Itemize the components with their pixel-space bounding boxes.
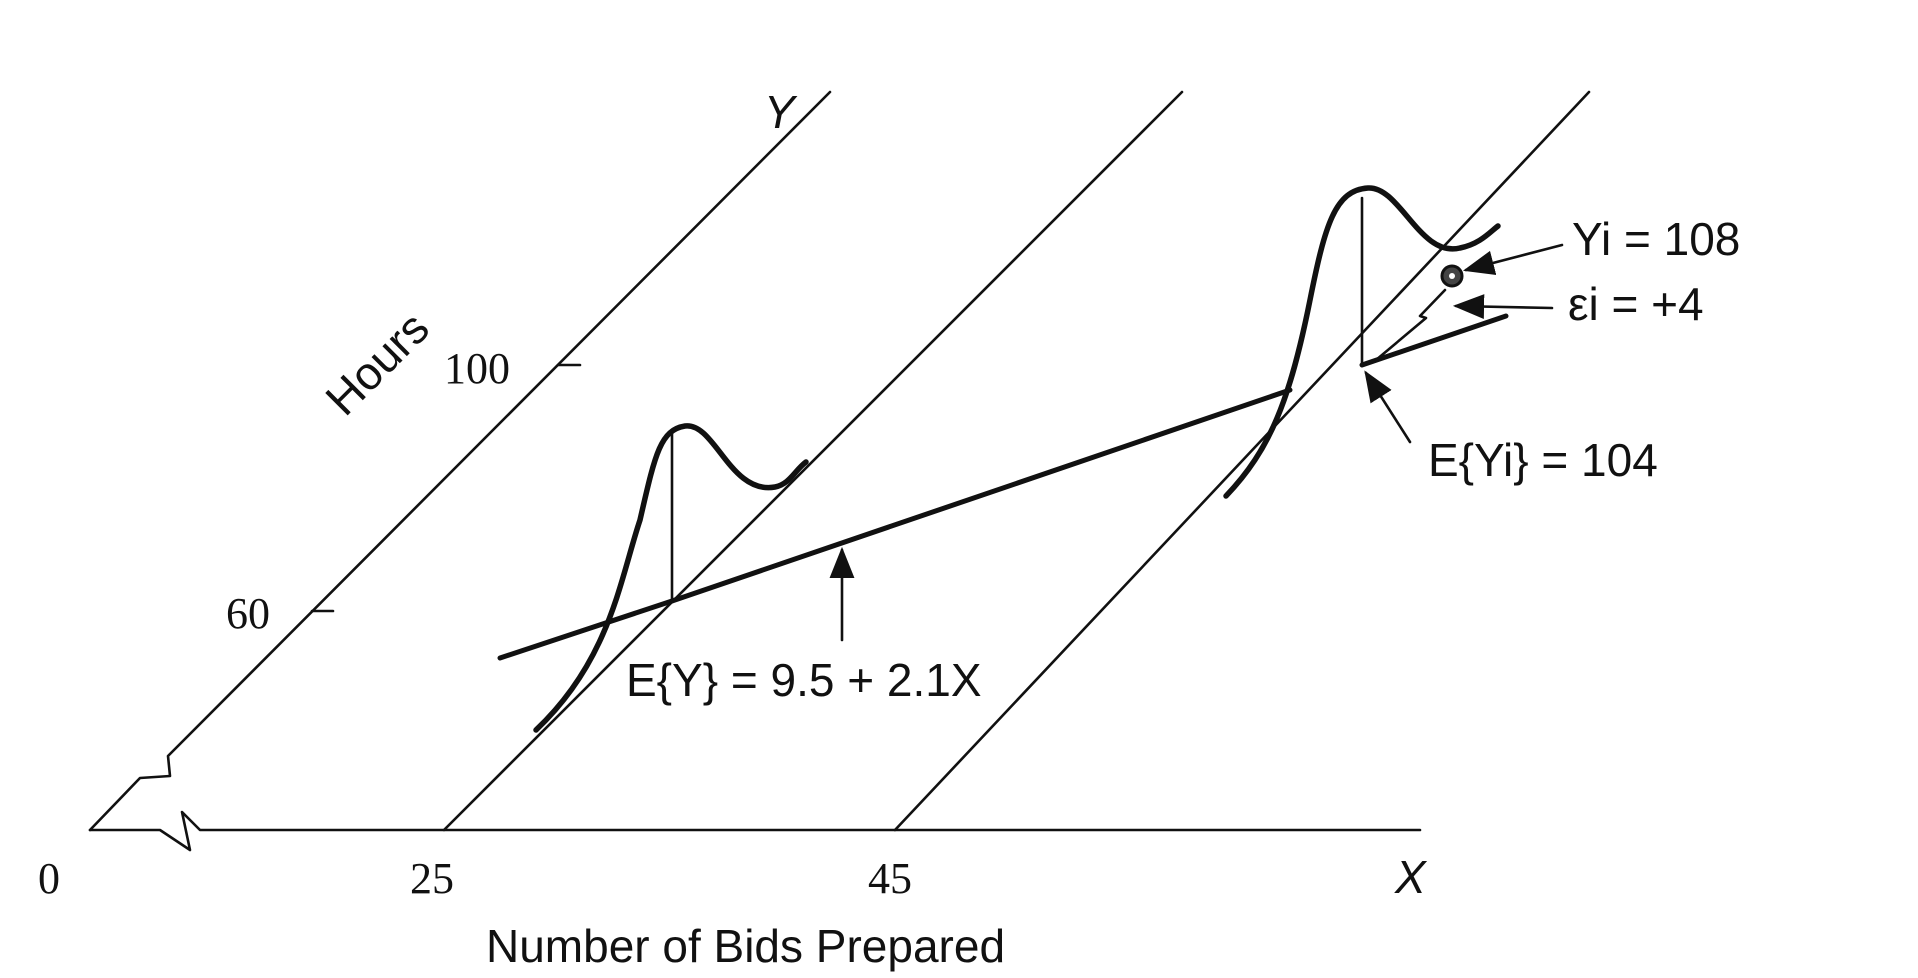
arrow-to-expected-value [1364, 370, 1412, 444]
regression-line-end [1359, 313, 1509, 368]
distribution-curve-x45 [1223, 185, 1501, 499]
regression-line-middle [669, 387, 1293, 604]
y-tick-label-100: 100 [444, 344, 510, 393]
x-axis-title: Number of Bids Prepared [486, 920, 1005, 972]
expected-value-label: E{Yi} = 104 [1428, 434, 1658, 486]
observed-value-label: Yi = 108 [1572, 213, 1740, 265]
distribution-curve-x25 [533, 423, 809, 733]
x-tick-label-45: 45 [868, 854, 912, 903]
arrow-to-observation [1462, 243, 1564, 276]
origin-label: 0 [38, 854, 60, 903]
regression-line [497, 598, 675, 661]
regression-equation-label: E{Y} = 9.5 + 2.1X [626, 654, 982, 706]
x-axis-line [88, 810, 1422, 852]
y-axis-line [88, 90, 832, 832]
arrow-to-error [1452, 294, 1554, 320]
observation-point-center [1449, 273, 1455, 279]
y-axis-title: Hours [315, 302, 439, 426]
y-axis-letter: Y [764, 86, 798, 138]
y-tick-label-60: 60 [226, 589, 270, 638]
x-axis-letter: X [1394, 851, 1428, 903]
plane-line-x45 [893, 90, 1591, 832]
error-bracket [1374, 288, 1447, 362]
error-term-label: εi = +4 [1568, 278, 1704, 330]
x-tick-label-25: 25 [410, 854, 454, 903]
plane-line-x25 [442, 90, 1184, 832]
